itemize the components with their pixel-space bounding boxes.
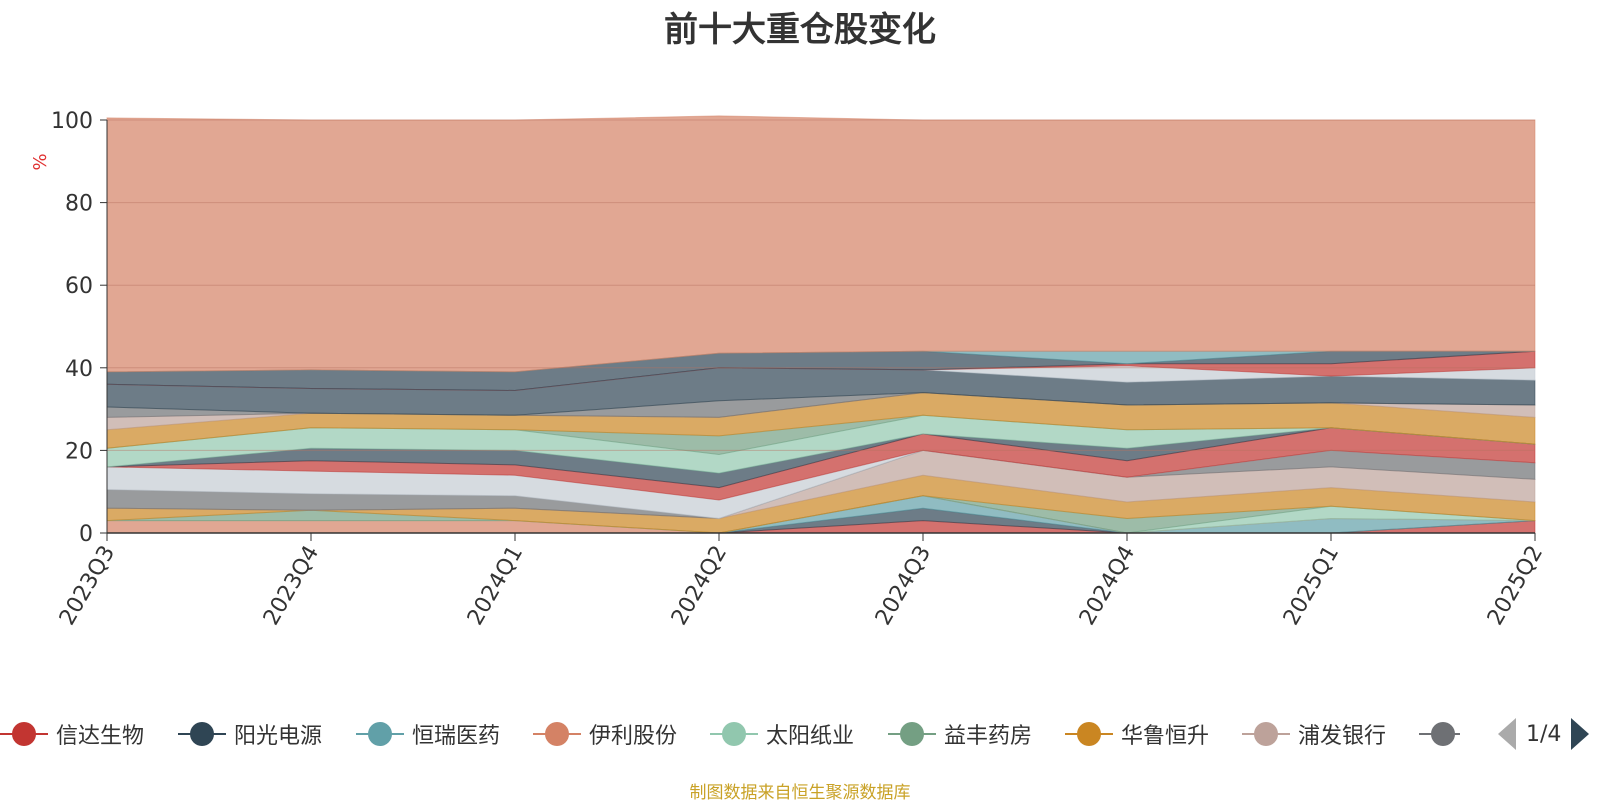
x-tick-label: 2024Q2	[667, 542, 732, 630]
y-axis-unit-label: %	[30, 153, 51, 170]
y-tick-label: 0	[79, 522, 93, 547]
y-tick-label: 80	[65, 192, 93, 217]
legend-label: 太阳纸业	[766, 724, 855, 749]
legend-prev-arrow-icon[interactable]	[1498, 718, 1516, 750]
x-tick-label: 2024Q4	[1075, 542, 1140, 630]
x-tick-label: 2024Q3	[871, 542, 936, 630]
legend-label: 华鲁恒升	[1121, 724, 1210, 749]
legend-item[interactable]: 浦发银行	[1242, 716, 1386, 752]
y-tick-label: 60	[65, 274, 93, 299]
legend-item[interactable]: 恒瑞医药	[356, 716, 500, 752]
legend-label: 浦发银行	[1298, 724, 1387, 749]
legend-marker-icon	[1065, 722, 1113, 746]
legend-item[interactable]: E	[1419, 716, 1460, 752]
legend-dot-icon	[1431, 722, 1455, 746]
legend-label: 益丰药房	[944, 724, 1033, 749]
y-tick-label: 20	[65, 439, 93, 464]
legend-dot-icon	[368, 722, 392, 746]
legend-item[interactable]: 华鲁恒升	[1065, 716, 1209, 752]
legend-dot-icon	[1254, 722, 1278, 746]
legend-dot-icon	[900, 722, 924, 746]
legend-item[interactable]: 信达生物	[0, 716, 144, 752]
legend-item[interactable]: 伊利股份	[533, 716, 677, 752]
legend-dot-icon	[545, 722, 569, 746]
chart-title: 前十大重仓股变化	[664, 10, 936, 50]
legend-marker-icon	[533, 722, 581, 746]
y-tick-label: 40	[65, 357, 93, 382]
source-note: 制图数据来自恒生聚源数据库	[689, 783, 911, 803]
y-tick-label: 100	[51, 109, 93, 134]
legend-dot-icon	[1077, 722, 1101, 746]
legend-marker-icon	[888, 722, 936, 746]
legend-pager: 1/4	[1498, 718, 1590, 750]
legend-marker-icon	[0, 722, 48, 746]
legend-marker-icon	[710, 722, 758, 746]
legend-label: 恒瑞医药	[412, 724, 501, 749]
x-tick-label: 2025Q1	[1279, 542, 1344, 630]
legend-dot-icon	[190, 722, 214, 746]
legend-next-arrow-icon[interactable]	[1571, 718, 1590, 750]
x-tick-label: 2024Q1	[463, 542, 528, 630]
legend-label: 阳光电源	[234, 724, 323, 749]
chart-legend: 信达生物 阳光电源 恒瑞医药 伊利股份 太阳纸业 益丰药房 华鲁恒升 浦发银行 E	[0, 716, 1460, 752]
stacked-area-chart: 0 20 40 60 80 100% 2023Q3 2023Q4 2024Q1 2024Q2 202…	[30, 109, 1548, 630]
legend-label: 信达生物	[56, 724, 145, 749]
legend-item[interactable]: 太阳纸业	[710, 716, 854, 752]
x-tick-label: 2023Q4	[259, 542, 324, 630]
legend-marker-icon	[178, 722, 226, 746]
legend-marker-icon	[1242, 722, 1290, 746]
legend-dot-icon	[12, 722, 36, 746]
legend-label: 伊利股份	[589, 724, 678, 749]
area-series-22	[106, 115, 1536, 373]
legend-page-indicator: 1/4	[1526, 721, 1562, 747]
x-tick-label: 2025Q2	[1483, 542, 1548, 630]
legend-dot-icon	[722, 722, 746, 746]
legend-item[interactable]: 阳光电源	[178, 716, 322, 752]
legend-item[interactable]: 益丰药房	[888, 716, 1032, 752]
legend-marker-icon	[356, 722, 404, 746]
legend-marker-icon	[1419, 722, 1460, 746]
x-tick-label: 2023Q3	[55, 542, 120, 630]
